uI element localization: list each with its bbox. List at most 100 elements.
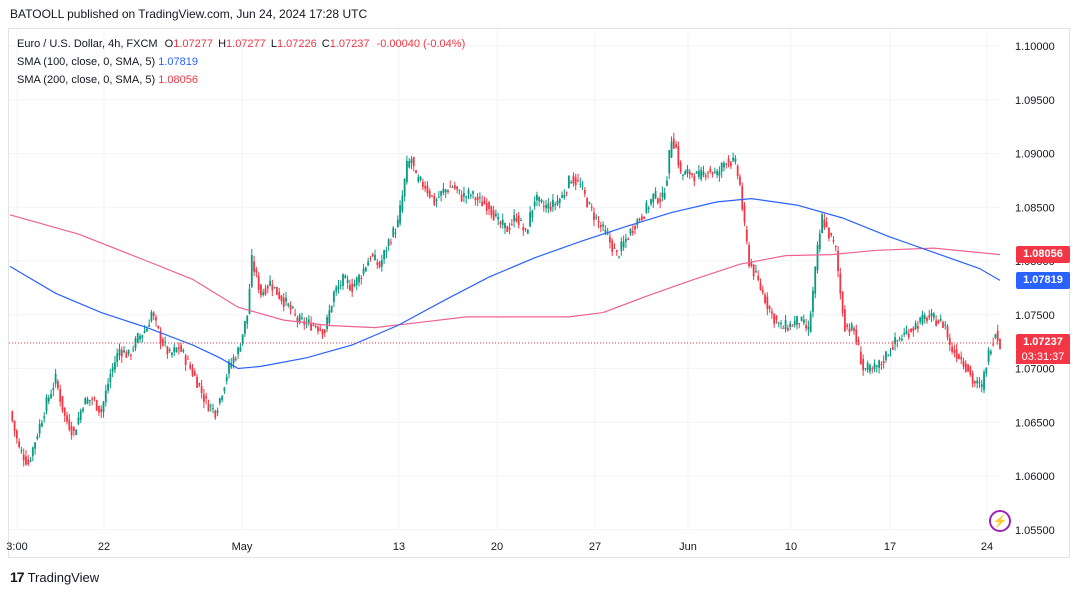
candle-body bbox=[889, 350, 892, 352]
close-value: 1.07237 bbox=[329, 38, 370, 50]
candle-body bbox=[501, 219, 504, 226]
candle-body bbox=[214, 410, 217, 418]
candle-body bbox=[682, 174, 684, 176]
symbol-name: Euro / U.S. Dollar, 4h, FXCM bbox=[17, 38, 158, 50]
candle-body bbox=[257, 275, 260, 290]
sma200-price-tag: 1.08056 bbox=[1016, 246, 1070, 264]
candle-body bbox=[287, 303, 290, 306]
candle-body bbox=[702, 171, 705, 176]
candle-body bbox=[958, 354, 960, 360]
candle-body bbox=[832, 240, 835, 242]
candle-body bbox=[597, 220, 600, 223]
candle-body bbox=[497, 217, 500, 220]
y-tick-label: 1.08500 bbox=[1015, 202, 1055, 214]
candle-body bbox=[834, 245, 837, 247]
candle-body bbox=[25, 456, 27, 465]
candle-body bbox=[960, 356, 963, 360]
candle-body bbox=[132, 349, 135, 351]
candle-body bbox=[916, 326, 919, 329]
candle-body bbox=[102, 401, 105, 412]
candle-body bbox=[873, 364, 876, 369]
candle-body bbox=[989, 351, 992, 354]
candle-body bbox=[821, 214, 823, 234]
candle-body bbox=[558, 198, 561, 203]
candle-body bbox=[944, 324, 947, 326]
candle-body bbox=[136, 333, 139, 343]
candle-body bbox=[581, 185, 584, 187]
candle-body bbox=[216, 410, 219, 413]
candle-body bbox=[442, 188, 445, 193]
sma200-legend-row[interactable]: SMA (200, close, 0, SMA, 5) 1.08056 bbox=[17, 71, 465, 89]
candle-body bbox=[428, 190, 431, 198]
candle-body bbox=[50, 394, 52, 399]
candle-body bbox=[95, 400, 98, 411]
candle-body bbox=[415, 170, 417, 174]
candle-body bbox=[529, 212, 531, 227]
candle-body bbox=[275, 286, 278, 295]
sma100-legend-row[interactable]: SMA (100, close, 0, SMA, 5) 1.07819 bbox=[17, 53, 465, 71]
candle-body bbox=[481, 201, 484, 207]
candle-body bbox=[18, 441, 21, 448]
candle-body bbox=[606, 233, 609, 235]
candle-body bbox=[180, 345, 182, 352]
candle-body bbox=[650, 199, 652, 204]
candle-body bbox=[280, 295, 283, 302]
candle-body bbox=[193, 371, 196, 376]
x-tick-label: 22 bbox=[98, 541, 110, 553]
candle-body bbox=[923, 315, 926, 320]
candle-body bbox=[269, 280, 271, 286]
candle-body bbox=[273, 286, 276, 288]
candle-body bbox=[937, 320, 940, 324]
candle-body bbox=[437, 196, 440, 198]
y-tick-label: 1.07000 bbox=[1015, 364, 1055, 376]
candle-body bbox=[168, 349, 171, 351]
lightning-icon[interactable]: ⚡ bbox=[989, 510, 1011, 532]
chart-frame[interactable] bbox=[8, 28, 1070, 558]
candle-body bbox=[120, 349, 123, 357]
candle-body bbox=[859, 351, 862, 365]
candle-body bbox=[364, 267, 367, 271]
candle-body bbox=[828, 227, 830, 239]
candle-body bbox=[362, 268, 365, 274]
bar-countdown-tag: 03:31:37 bbox=[1016, 350, 1070, 365]
candle-body bbox=[823, 219, 826, 228]
candle-body bbox=[533, 201, 536, 207]
candle-body bbox=[739, 176, 741, 185]
candle-body bbox=[996, 330, 999, 341]
footer[interactable]: 17 TradingView bbox=[10, 569, 99, 585]
candle-body bbox=[725, 163, 728, 165]
candle-body bbox=[757, 275, 760, 280]
candle-body bbox=[109, 373, 112, 383]
candle-body bbox=[536, 194, 538, 201]
candle-body bbox=[469, 194, 472, 197]
candle-body bbox=[978, 382, 981, 384]
candle-body bbox=[118, 349, 121, 356]
candlesticks bbox=[11, 132, 1001, 467]
candle-body bbox=[187, 358, 189, 360]
candle-body bbox=[590, 206, 593, 208]
candle-body bbox=[697, 170, 700, 177]
candle-body bbox=[985, 367, 988, 374]
candle-body bbox=[285, 297, 287, 302]
sma200-label: SMA (200, close, 0, SMA, 5) bbox=[17, 74, 156, 86]
candle-body bbox=[759, 282, 762, 290]
candle-body bbox=[463, 192, 465, 197]
candle-body bbox=[718, 171, 721, 176]
candle-body bbox=[780, 323, 782, 325]
candle-body bbox=[919, 317, 922, 322]
candle-body bbox=[800, 316, 803, 321]
candle-body bbox=[768, 306, 771, 309]
candle-body bbox=[232, 357, 235, 363]
candle-body bbox=[946, 326, 949, 338]
close-label: C bbox=[321, 38, 330, 50]
candle-body bbox=[45, 397, 48, 412]
candle-body bbox=[200, 386, 203, 394]
candle-body bbox=[848, 328, 851, 333]
candle-body bbox=[752, 264, 755, 277]
candle-body bbox=[421, 182, 424, 187]
x-tick-label: 24 bbox=[981, 541, 993, 553]
candle-body bbox=[812, 290, 814, 312]
candle-body bbox=[410, 159, 413, 164]
candle-body bbox=[86, 399, 89, 404]
